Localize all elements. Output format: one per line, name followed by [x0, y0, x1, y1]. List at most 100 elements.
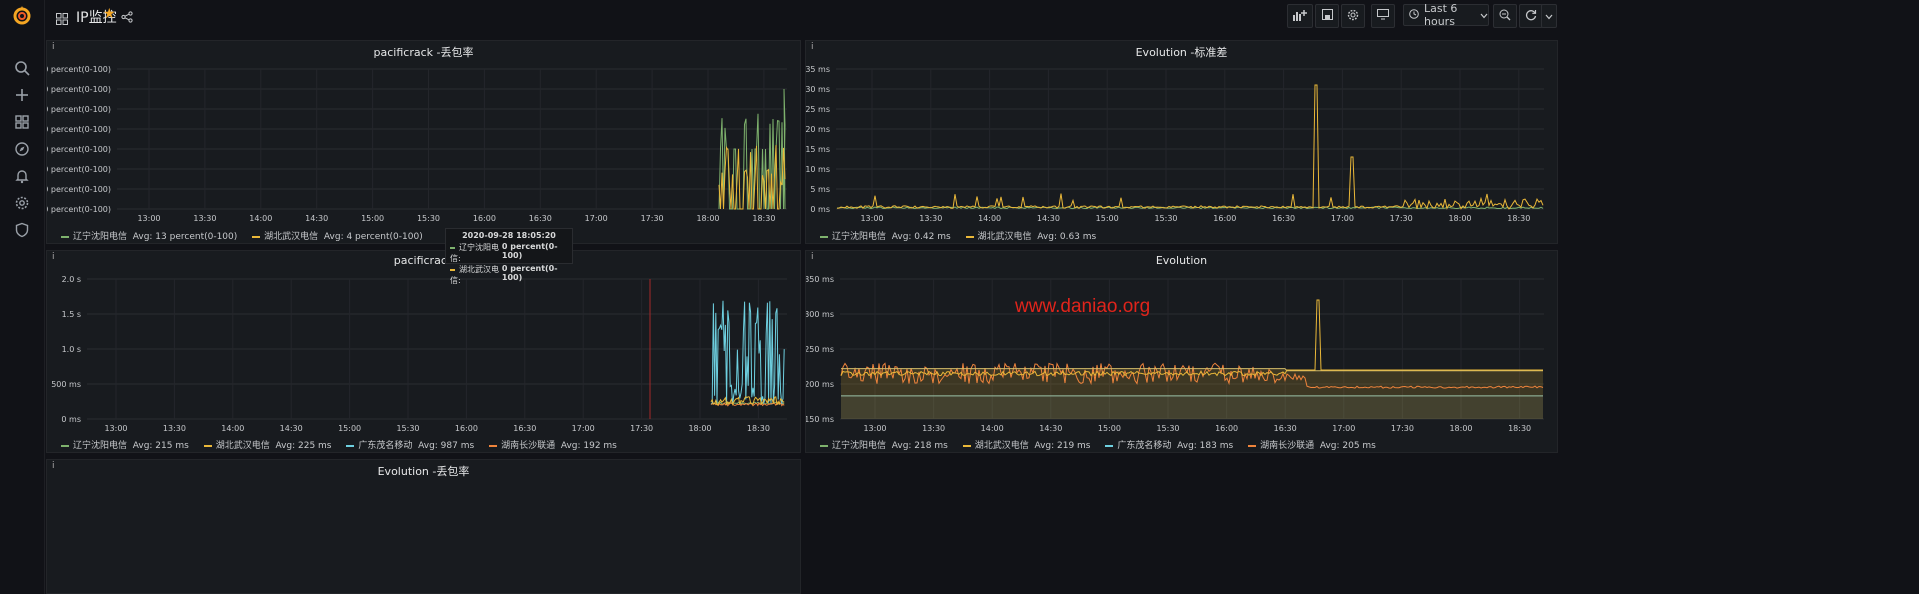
x-tick-label: 17:30 [641, 214, 664, 223]
y-tick-label: 35 ms [806, 65, 830, 74]
y-tick-label: 10 percent(0-100) [47, 185, 111, 194]
x-tick-label: 13:30 [922, 424, 945, 433]
legend-item-hubei[interactable]: 湖北武汉电信 Avg: 219 ms [962, 441, 1091, 451]
x-tick-label: 14:30 [1037, 214, 1060, 223]
graph-area[interactable]: 350 ms 300 ms 250 ms 200 ms 150 ms 13:00 13:30… [806, 251, 1558, 453]
y-tick-label: 15 ms [806, 145, 830, 154]
graph-area[interactable]: 70 percent(0-100) 60 percent(0-100) 50 per… [47, 41, 801, 244]
panel-title[interactable]: pacificrack [393, 254, 454, 267]
panel-title[interactable]: Evolution -丢包率 [377, 465, 470, 478]
star-icon[interactable]: ★ [103, 6, 116, 22]
x-tick-label: 14:30 [280, 424, 303, 433]
save-button[interactable] [1315, 4, 1339, 28]
graph-area[interactable]: 35 ms 30 ms 25 ms 20 ms 15 ms 10 ms 5 ms 0 ms 13… [806, 41, 1558, 244]
graph-area[interactable]: 2.0 s 1.5 s 1.0 s 500 ms 0 ms 13:00 13:30 14:00… [47, 251, 801, 453]
dashboard-title[interactable]: IP监控 [76, 10, 117, 26]
legend-item-guangdong[interactable]: 广东茂名移动 Avg: 183 ms [1105, 441, 1233, 451]
y-tick-label: 0 ms [810, 205, 830, 214]
y-tick-label: 0 ms [61, 415, 81, 424]
add-panel-icon [1293, 9, 1307, 24]
grafana-logo-icon[interactable] [10, 4, 34, 28]
legend: 辽宁沈阳电信 Avg: 215 ms 湖北武汉电信 Avg: 225 ms 广东… [61, 438, 629, 451]
add-panel-button[interactable] [1287, 4, 1313, 28]
x-tick-label: 13:00 [860, 214, 883, 223]
panel-packet-loss-pacificrack: i pacificrack -丢包率 70 percent(0-100) 60 p… [46, 40, 801, 244]
legend-item-hubei[interactable]: 湖北武汉电信 Avg: 0.63 ms [965, 232, 1096, 242]
x-tick-label: 13:30 [163, 424, 186, 433]
refresh-button[interactable] [1519, 4, 1543, 28]
legend-item-liaoning[interactable]: 辽宁沈阳电信 Avg: 218 ms [820, 441, 948, 451]
refresh-interval-dropdown[interactable] [1541, 4, 1557, 28]
x-tick-label: 18:30 [752, 214, 775, 223]
x-tick-label: 13:30 [193, 214, 216, 223]
settings-button[interactable] [1341, 4, 1365, 28]
time-range-label: Last 6 hours [1424, 2, 1458, 28]
x-tick-label: 16:00 [1215, 424, 1238, 433]
explore-icon[interactable] [13, 140, 31, 158]
panel-info-icon[interactable]: i [811, 252, 814, 262]
legend-item-hubei[interactable]: 湖北武汉电信 Avg: 225 ms [203, 441, 332, 451]
graph-tooltip: 2020-09-28 18:05:20 辽宁沈阳电信: 0 percent(0-… [445, 228, 573, 285]
alert-bell-icon[interactable] [13, 167, 31, 185]
panel-info-icon[interactable]: i [52, 252, 55, 262]
x-tick-label: 14:30 [1039, 424, 1062, 433]
x-tick-label: 17:30 [630, 424, 653, 433]
x-tick-label: 15:00 [1096, 214, 1119, 223]
series-line-hubei [710, 396, 785, 406]
refresh-icon [1525, 9, 1537, 24]
legend-item-liaoning[interactable]: 辽宁沈阳电信 Avg: 13 percent(0-100) [61, 232, 237, 242]
y-tick-label: 150 ms [806, 415, 834, 424]
panel-info-icon[interactable]: i [811, 42, 814, 52]
tooltip-time: 2020-09-28 18:05:20 [462, 231, 556, 240]
dashboards-icon[interactable] [13, 113, 31, 131]
x-tick-label: 18:00 [688, 424, 711, 433]
panel-title[interactable]: Evolution -标准差 [1135, 46, 1228, 59]
x-tick-label: 16:30 [529, 214, 552, 223]
time-range-picker[interactable]: Last 6 hours [1403, 2, 1489, 28]
x-tick-label: 18:30 [1508, 424, 1531, 433]
search-icon[interactable] [13, 59, 31, 77]
x-tick-label: 14:30 [305, 214, 328, 223]
x-tick-label: 16:30 [1274, 424, 1297, 433]
y-tick-label: 200 ms [806, 380, 834, 389]
series-line-hubei [718, 145, 786, 210]
x-tick-label: 16:30 [1272, 214, 1295, 223]
gear-icon[interactable] [13, 194, 31, 212]
x-tick-label: 13:00 [137, 214, 160, 223]
x-tick-label: 18:30 [747, 424, 770, 433]
legend-item-hubei[interactable]: 湖北武汉电信 Avg: 4 percent(0-100) [252, 232, 423, 242]
panel-title[interactable]: Evolution [1155, 254, 1208, 267]
y-tick-label: 10 ms [806, 165, 830, 174]
legend-item-liaoning[interactable]: 辽宁沈阳电信 Avg: 215 ms [61, 441, 189, 451]
plus-icon[interactable] [13, 86, 31, 104]
panel-stddev-evolution: i Evolution -标准差 35 ms 30 ms 25 ms 20 ms 15 … [805, 40, 1558, 244]
legend: 辽宁沈阳电信 Avg: 13 percent(0-100) 湖北武汉电信 Avg… [61, 229, 435, 242]
y-tick-label: 1.5 s [62, 310, 81, 319]
top-navbar: IP监控 ★ Last 6 hours [44, 0, 1919, 32]
panel-packet-loss-evolution: i Evolution -丢包率 [46, 459, 801, 594]
share-icon[interactable] [121, 8, 135, 23]
settings-icon [1347, 9, 1359, 24]
legend-item-hunan[interactable]: 湖南长沙联通 Avg: 205 ms [1248, 441, 1376, 451]
legend-item-hunan[interactable]: 湖南长沙联通 Avg: 192 ms [489, 441, 617, 451]
y-tick-label: 5 ms [810, 185, 830, 194]
legend-item-liaoning[interactable]: 辽宁沈阳电信 Avg: 0.42 ms [820, 232, 951, 242]
legend-item-guangdong[interactable]: 广东茂名移动 Avg: 987 ms [346, 441, 474, 451]
tv-mode-button[interactable] [1371, 4, 1395, 28]
zoom-out-button[interactable] [1493, 4, 1517, 28]
y-tick-label: 300 ms [806, 310, 834, 319]
shield-icon[interactable] [13, 221, 31, 239]
x-tick-label: 15:00 [1098, 424, 1121, 433]
y-tick-label: 50 percent(0-100) [47, 105, 111, 114]
x-tick-label: 15:00 [361, 214, 384, 223]
panel-info-icon[interactable]: i [52, 42, 55, 52]
x-tick-label: 15:00 [338, 424, 361, 433]
tooltip-row: 辽宁沈阳电信: 0 percent(0-100) [450, 242, 558, 263]
save-icon [1321, 9, 1333, 23]
chevron-down-icon [1480, 9, 1488, 22]
panel-info-icon[interactable]: i [52, 461, 55, 471]
y-tick-label: 350 ms [806, 275, 834, 284]
chevron-down-icon [1545, 10, 1553, 23]
x-tick-label: 16:00 [1213, 214, 1236, 223]
panel-title[interactable]: pacificrack -丢包率 [373, 46, 474, 59]
